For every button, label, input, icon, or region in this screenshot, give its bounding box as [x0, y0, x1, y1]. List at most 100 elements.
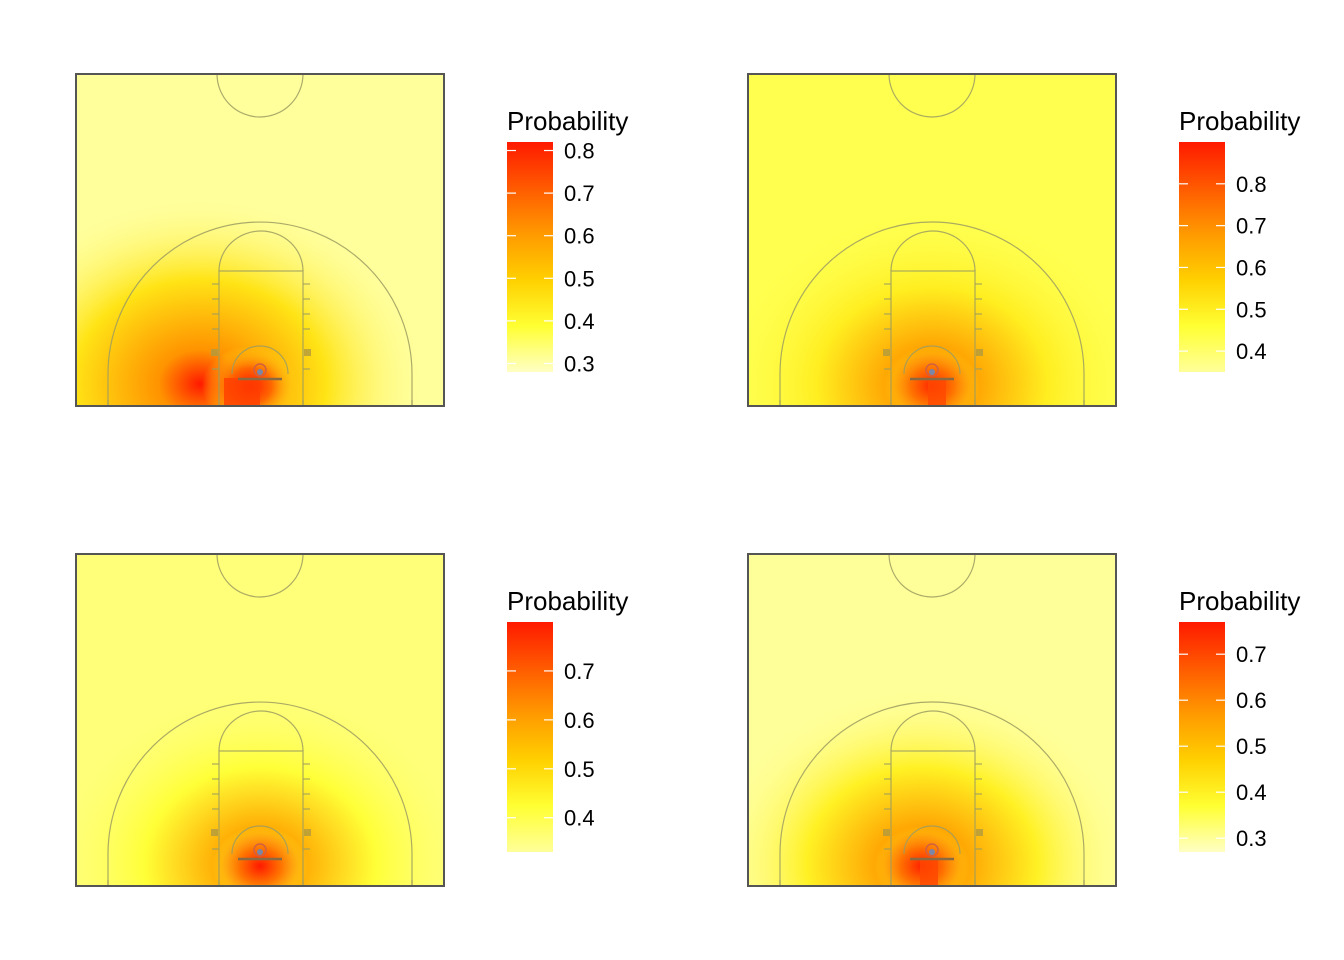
legend-ticks: 0.3 0.4 0.5 0.6 0.7 0.8 — [507, 139, 595, 376]
colorbar-tick-label: 0.7 — [1236, 214, 1267, 239]
legend: Probability 0.4 0.5 0.6 0.7 — [507, 586, 628, 852]
block-mark-right — [304, 829, 311, 836]
paint — [890, 750, 976, 886]
legend-ticks: 0.4 0.5 0.6 0.7 — [507, 659, 595, 831]
paint — [218, 750, 304, 886]
colorbar-tick-label: 0.4 — [564, 806, 595, 831]
three-point-line — [779, 701, 1085, 886]
rim — [253, 363, 267, 377]
rim — [253, 843, 267, 857]
legend: Probability 0.3 0.4 0.5 0.6 0.7 — [1179, 586, 1300, 852]
block-mark-left — [211, 349, 218, 356]
colorbar-tick-label: 0.8 — [564, 139, 595, 164]
heat-core — [212, 826, 308, 886]
three-point-line — [779, 221, 1085, 406]
restricted-area — [903, 825, 961, 855]
legend-colorbar — [507, 622, 553, 852]
heat-glow — [748, 689, 1116, 886]
panel-top-right: Probability 0.4 0.5 0.6 0.7 0.8 — [747, 73, 1300, 407]
colorbar-tick-label: 0.4 — [1236, 780, 1267, 805]
colorbar-tick-label: 0.5 — [1236, 297, 1267, 322]
hoop-center — [257, 369, 263, 375]
legend-title: Probability — [507, 106, 628, 136]
three-point-line — [107, 701, 413, 886]
restricted-area — [231, 825, 289, 855]
court-border — [75, 73, 445, 407]
colorbar-tick-label: 0.7 — [564, 181, 595, 206]
block-mark-right — [976, 829, 983, 836]
center-circle — [888, 74, 976, 118]
court-lines — [107, 74, 413, 406]
rim — [925, 363, 939, 377]
restricted-area — [231, 345, 289, 375]
colorbar-tick-label: 0.4 — [564, 309, 595, 334]
panel-top-left: Probability 0.3 0.4 0.5 0.6 0.7 0.8 — [75, 73, 628, 407]
heat-glow — [76, 689, 444, 886]
heat-glow — [748, 209, 1116, 406]
center-circle — [888, 554, 976, 598]
court-border — [747, 553, 1117, 887]
hoop-center — [929, 369, 935, 375]
hoop-center — [929, 849, 935, 855]
colorbar-tick-label: 0.5 — [1236, 734, 1267, 759]
colorbar-tick-label: 0.6 — [564, 224, 595, 249]
heat-core — [874, 826, 970, 886]
hoop-center — [257, 849, 263, 855]
center-circle — [216, 554, 304, 598]
legend-ticks: 0.3 0.4 0.5 0.6 0.7 — [1179, 642, 1267, 851]
block-mark-right — [304, 349, 311, 356]
heatmap-surface — [748, 74, 1116, 406]
block-mark-left — [883, 829, 890, 836]
rim — [925, 843, 939, 857]
three-point-line — [107, 221, 413, 406]
legend-ticks: 0.4 0.5 0.6 0.7 0.8 — [1179, 172, 1267, 364]
block-mark-left — [883, 349, 890, 356]
colorbar-tick-label: 0.5 — [564, 757, 595, 782]
heatmap-surface — [76, 554, 444, 886]
block-mark-left — [211, 829, 218, 836]
heatmap-surface — [748, 554, 1116, 886]
colorbar-tick-label: 0.8 — [1236, 172, 1267, 197]
legend: Probability 0.4 0.5 0.6 0.7 0.8 — [1179, 106, 1300, 372]
colorbar-tick-label: 0.3 — [564, 351, 595, 376]
legend-title: Probability — [1179, 586, 1300, 616]
panel-bottom-right: Probability 0.3 0.4 0.5 0.6 0.7 — [747, 553, 1300, 887]
legend: Probability 0.3 0.4 0.5 0.6 0.7 0.8 — [507, 106, 628, 376]
free-throw-circle — [218, 230, 304, 272]
paint — [218, 270, 304, 406]
heat-strip — [224, 378, 260, 406]
heatmap-surface — [76, 74, 444, 406]
colorbar-fill — [1179, 622, 1225, 852]
colorbar-tick-label: 0.7 — [564, 659, 595, 684]
colorbar-tick-label: 0.6 — [564, 708, 595, 733]
free-throw-circle — [890, 230, 976, 272]
colorbar-tick-label: 0.5 — [564, 266, 595, 291]
paint — [890, 270, 976, 406]
court-border — [747, 73, 1117, 407]
colorbar-tick-label: 0.3 — [1236, 826, 1267, 851]
colorbar-tick-label: 0.4 — [1236, 339, 1267, 364]
colorbar-tick-label: 0.6 — [1236, 255, 1267, 280]
free-throw-circle — [890, 710, 976, 752]
legend-colorbar — [1179, 142, 1225, 372]
court-border — [75, 553, 445, 887]
panel-bottom-left: Probability 0.4 0.5 0.6 0.7 — [75, 553, 628, 887]
restricted-area — [903, 345, 961, 375]
colorbar-fill — [507, 622, 553, 852]
colorbar-tick-label: 0.6 — [1236, 688, 1267, 713]
colorbar-fill — [1179, 142, 1225, 372]
court-lines — [779, 554, 1085, 886]
heat-strip — [928, 378, 946, 406]
court-lines — [107, 554, 413, 886]
block-mark-right — [976, 349, 983, 356]
colorbar-tick-label: 0.7 — [1236, 642, 1267, 667]
heat-glow — [76, 194, 430, 406]
heat-strip — [920, 858, 938, 886]
legend-title: Probability — [507, 586, 628, 616]
colorbar-fill — [507, 142, 553, 372]
center-circle — [216, 74, 304, 118]
free-throw-circle — [218, 710, 304, 752]
legend-colorbar — [507, 142, 553, 372]
legend-title: Probability — [1179, 106, 1300, 136]
